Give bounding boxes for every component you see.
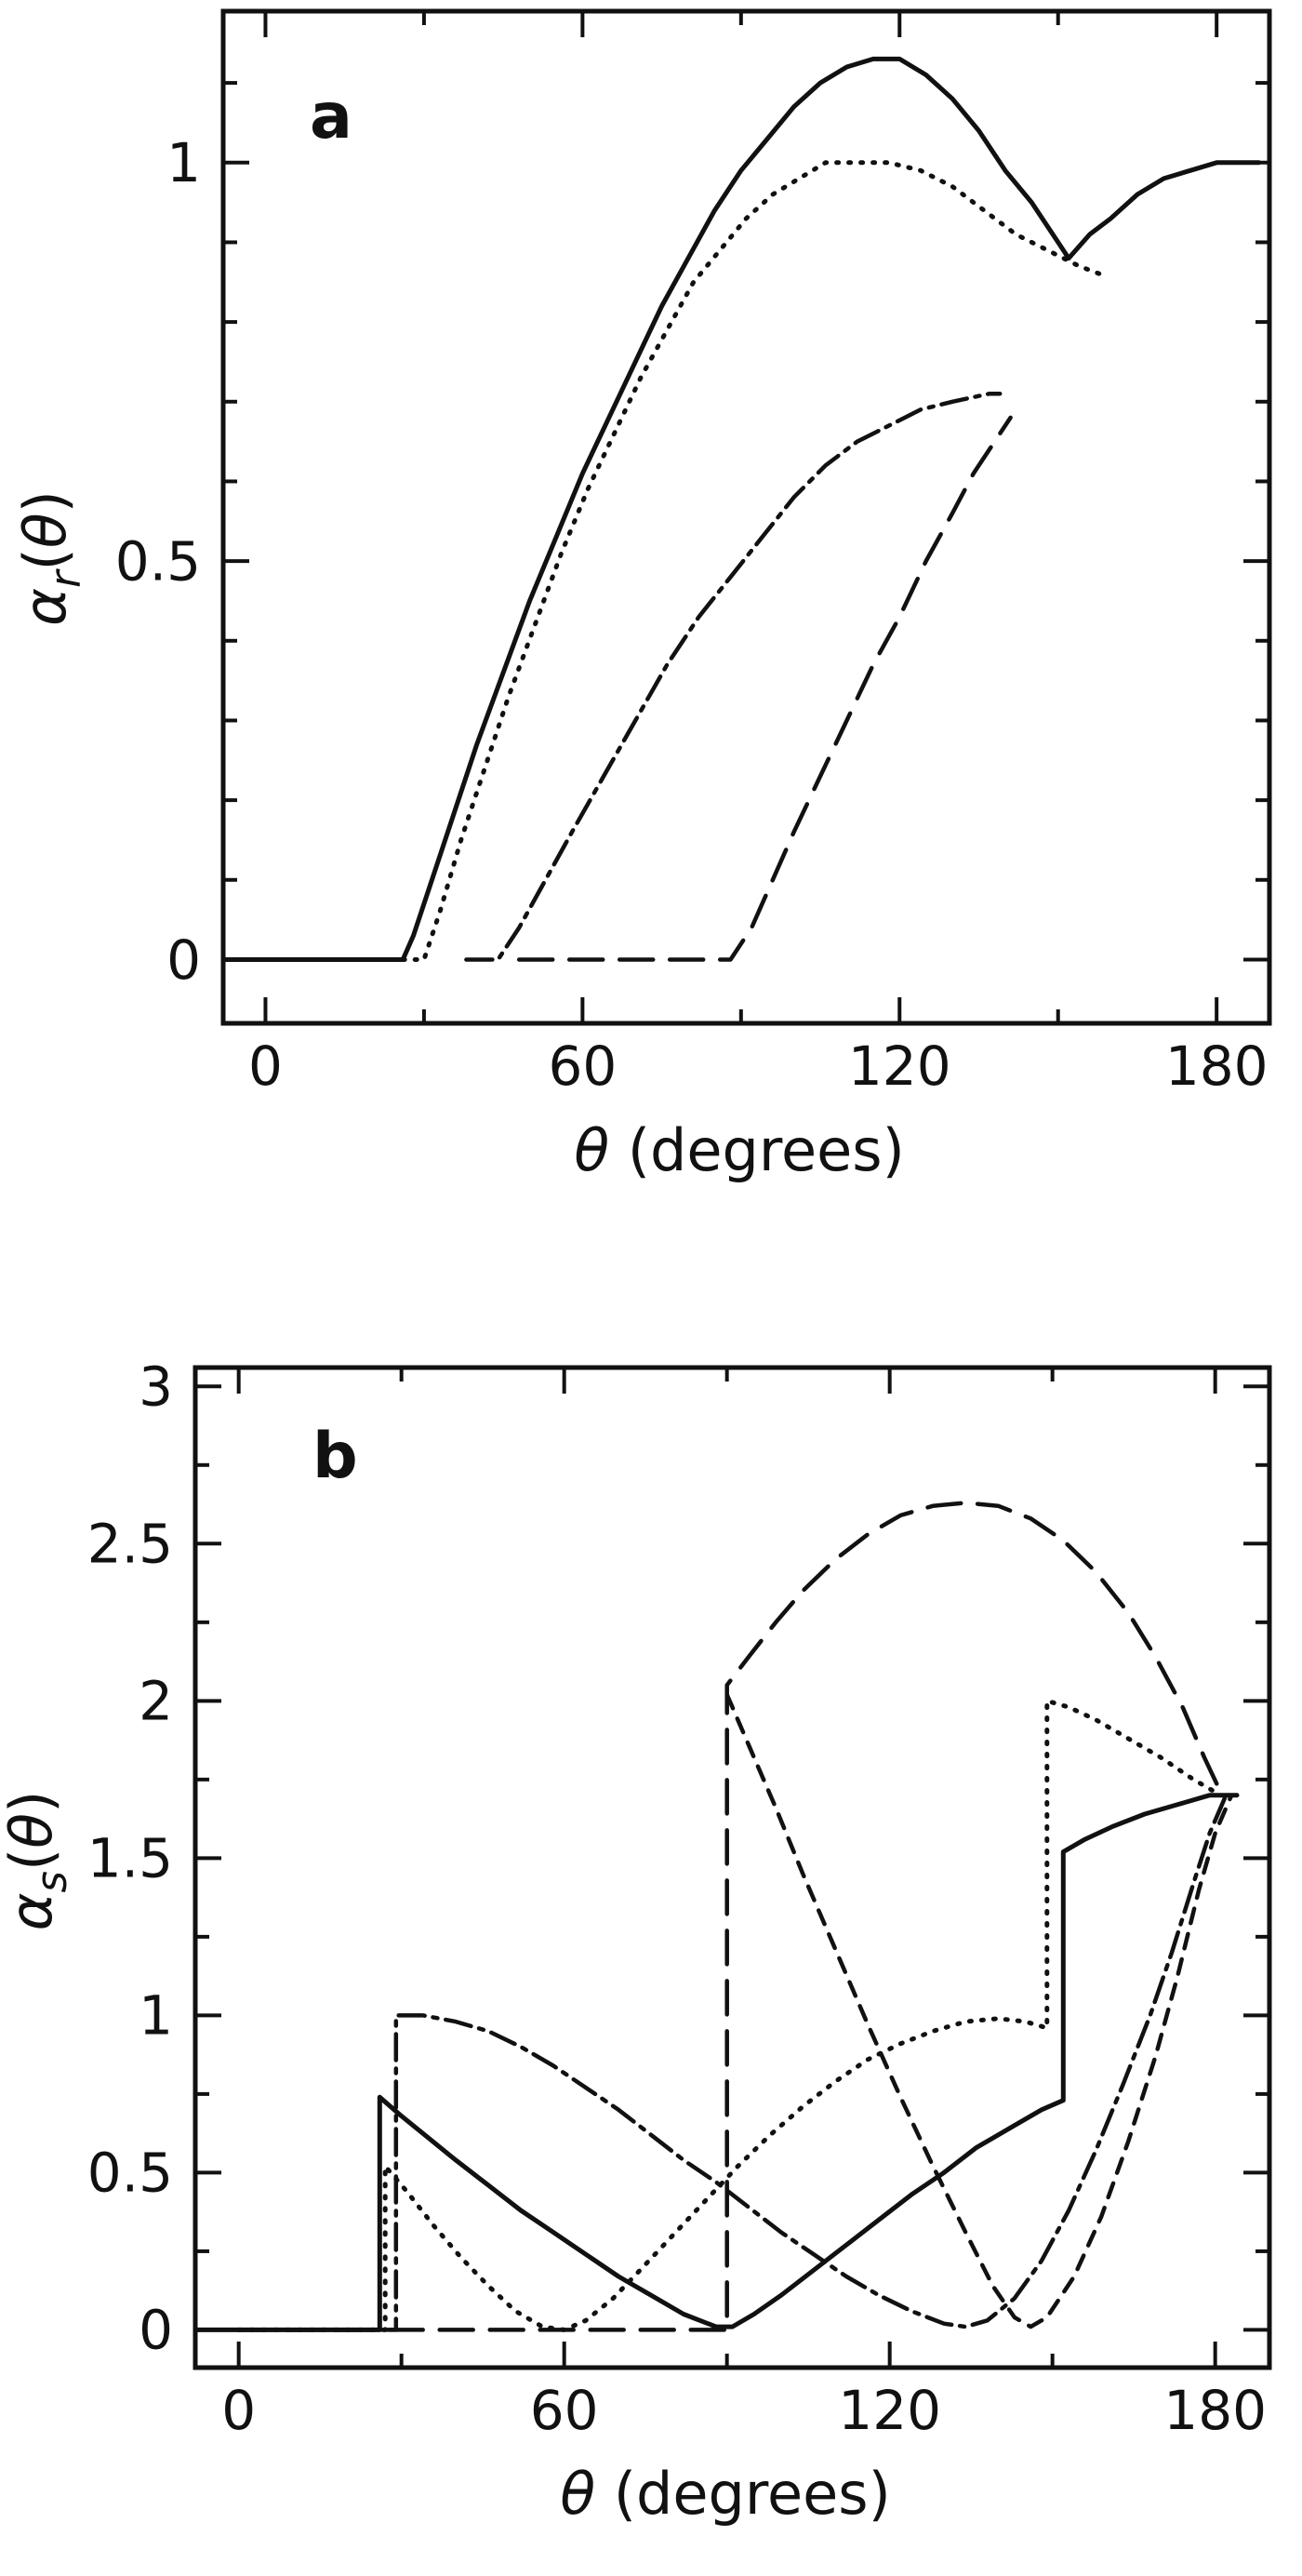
y-tick-label: 3 <box>139 1355 173 1419</box>
y-tick-label: 2 <box>139 1670 173 1733</box>
x-tick-label: 120 <box>838 2379 941 2442</box>
series-dash-dot-curve <box>464 391 1003 962</box>
y-axis-label: αs(θ) <box>0 1791 76 1931</box>
x-tick-label: 120 <box>848 1034 951 1098</box>
series-long-dash-curve <box>516 415 1013 962</box>
x-tick-label: 60 <box>530 2379 599 2442</box>
series-solid-curve <box>193 1793 1240 2332</box>
y-tick-label: 0 <box>139 2299 173 2362</box>
x-tick-label: 60 <box>548 1034 617 1098</box>
plot-frame <box>220 8 1272 1026</box>
y-axis-label: αr(θ) <box>11 490 90 626</box>
series-dotted-curve <box>236 1698 1223 2332</box>
panel-b-svg: 0 60 120 180 0 0.5 1 1.5 2 2.5 3 θ (degrees) αs(θ) <box>0 1355 1272 2528</box>
series-dash-dot-curve <box>236 1793 1229 2332</box>
x-axis-label: θ (degrees) <box>574 1116 905 1184</box>
series-solid-curve <box>220 56 1262 962</box>
panel-a-label: a <box>310 80 352 153</box>
y-tick-label: 1 <box>166 131 201 194</box>
x-tick-label: 0 <box>248 1034 283 1098</box>
series-dotted-curve <box>400 160 1103 962</box>
panel-a-svg: 0 60 120 180 0 0.5 1 θ (degrees) αr(θ) <box>11 8 1272 1184</box>
y-tick-label: 1.5 <box>87 1827 173 1890</box>
y-tick-label: 0 <box>166 928 201 992</box>
y-tick-label: 0.5 <box>87 2142 173 2205</box>
series-long-dash-curve <box>236 1501 1223 2332</box>
y-tick-label: 0.5 <box>115 529 201 593</box>
panel-b-label: b <box>312 1420 358 1493</box>
series-short-dash-curve <box>724 1692 1234 2329</box>
y-tick-label: 2.5 <box>87 1513 173 1576</box>
x-tick-label: 0 <box>221 2379 256 2442</box>
y-tick-label: 1 <box>139 1984 173 2048</box>
x-axis-label: θ (degrees) <box>560 2460 891 2528</box>
plot-frame <box>193 1365 1272 2370</box>
x-tick-label: 180 <box>1165 1034 1269 1098</box>
x-tick-label: 180 <box>1163 2379 1267 2442</box>
